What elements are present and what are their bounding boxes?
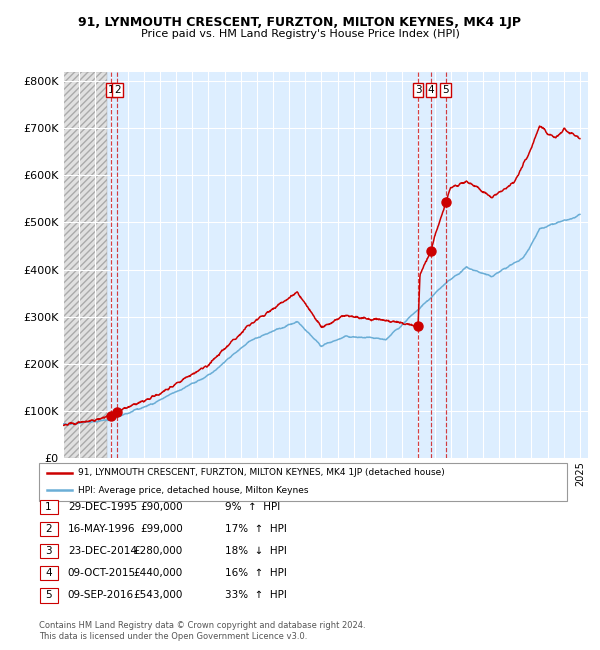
Text: 2: 2 <box>45 524 52 534</box>
Text: £280,000: £280,000 <box>134 546 183 556</box>
Text: 23-DEC-2014: 23-DEC-2014 <box>68 546 137 556</box>
Text: 5: 5 <box>45 590 52 601</box>
Text: 3: 3 <box>415 85 421 95</box>
Text: 09-OCT-2015: 09-OCT-2015 <box>68 568 136 578</box>
Bar <box>63 72 107 458</box>
Text: £543,000: £543,000 <box>134 590 183 601</box>
Text: 4: 4 <box>45 568 52 578</box>
Text: 9%  ↑  HPI: 9% ↑ HPI <box>225 502 280 512</box>
Text: Price paid vs. HM Land Registry's House Price Index (HPI): Price paid vs. HM Land Registry's House … <box>140 29 460 39</box>
Text: This data is licensed under the Open Government Licence v3.0.: This data is licensed under the Open Gov… <box>39 632 307 642</box>
Text: 33%  ↑  HPI: 33% ↑ HPI <box>225 590 287 601</box>
Text: 1: 1 <box>108 85 115 95</box>
Text: 16-MAY-1996: 16-MAY-1996 <box>68 524 136 534</box>
Text: 2: 2 <box>114 85 121 95</box>
Text: 5: 5 <box>442 85 449 95</box>
Text: £90,000: £90,000 <box>140 502 183 512</box>
Text: 91, LYNMOUTH CRESCENT, FURZTON, MILTON KEYNES, MK4 1JP (detached house): 91, LYNMOUTH CRESCENT, FURZTON, MILTON K… <box>78 469 445 478</box>
Text: 17%  ↑  HPI: 17% ↑ HPI <box>225 524 287 534</box>
Text: 3: 3 <box>45 546 52 556</box>
Text: £440,000: £440,000 <box>134 568 183 578</box>
Text: 09-SEP-2016: 09-SEP-2016 <box>68 590 134 601</box>
Text: £99,000: £99,000 <box>140 524 183 534</box>
Text: 16%  ↑  HPI: 16% ↑ HPI <box>225 568 287 578</box>
Text: 91, LYNMOUTH CRESCENT, FURZTON, MILTON KEYNES, MK4 1JP: 91, LYNMOUTH CRESCENT, FURZTON, MILTON K… <box>79 16 521 29</box>
Text: 4: 4 <box>428 85 434 95</box>
Text: 1: 1 <box>45 502 52 512</box>
Text: 18%  ↓  HPI: 18% ↓ HPI <box>225 546 287 556</box>
Text: 29-DEC-1995: 29-DEC-1995 <box>68 502 137 512</box>
Text: Contains HM Land Registry data © Crown copyright and database right 2024.: Contains HM Land Registry data © Crown c… <box>39 621 365 630</box>
Text: HPI: Average price, detached house, Milton Keynes: HPI: Average price, detached house, Milt… <box>78 486 308 495</box>
